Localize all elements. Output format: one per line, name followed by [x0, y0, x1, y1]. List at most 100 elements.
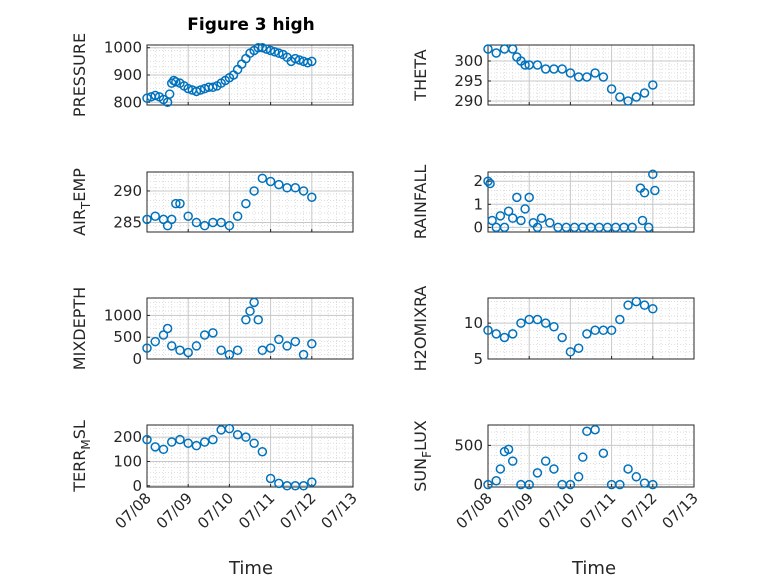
- data-point: [491, 329, 501, 339]
- data-point: [191, 217, 202, 228]
- data-point: [183, 83, 193, 94]
- data-point: [166, 437, 177, 447]
- axes-box: [487, 424, 695, 488]
- data-point: [208, 328, 218, 338]
- data-point: [298, 349, 309, 360]
- data-point: [274, 179, 284, 190]
- data-point: [503, 206, 514, 216]
- data-point: [166, 214, 177, 225]
- figure-title: Figure 3 high: [187, 15, 315, 35]
- data-point: [158, 444, 169, 455]
- y-tick-label: 0: [473, 476, 483, 494]
- data-point: [573, 343, 584, 353]
- x-tick-label: 07/13: [318, 489, 361, 532]
- subplot-mixdepth: 0 500 1000 MIXDEPTH: [70, 287, 354, 370]
- data-point: [524, 192, 534, 203]
- x-tick-label: 07/12: [276, 489, 319, 532]
- data-point: [507, 329, 518, 339]
- data-point: [631, 92, 642, 102]
- data-point: [495, 211, 506, 221]
- y-axis-label: H2OMIXRA: [411, 286, 430, 372]
- y-tick-label: 500: [113, 328, 142, 346]
- data-point: [162, 323, 173, 334]
- data-point: [520, 60, 530, 70]
- data-point: [483, 325, 493, 336]
- data-point: [623, 300, 633, 310]
- data-point: [648, 80, 658, 90]
- data-point: [253, 315, 263, 325]
- y-axis-label: RAINFALL: [411, 165, 430, 240]
- y-tick-label: 900: [113, 66, 142, 84]
- data-point: [557, 332, 567, 343]
- plot-area: [488, 172, 694, 232]
- data-point: [142, 434, 152, 445]
- x-tick-label: 07/10: [535, 489, 578, 532]
- y-axis-label: MIXDEPTH: [70, 287, 89, 370]
- data-point: [615, 314, 625, 325]
- y-tick-label: 285: [113, 214, 142, 232]
- data-point: [532, 468, 543, 478]
- data-point: [307, 477, 317, 487]
- data-point: [627, 222, 637, 233]
- data-point: [290, 53, 301, 64]
- data-point: [199, 330, 210, 340]
- data-point: [241, 315, 251, 325]
- data-point: [578, 452, 588, 462]
- data-point: [639, 88, 650, 98]
- y-tick-label: 295: [454, 72, 483, 90]
- y-tick-label: 2: [473, 172, 483, 190]
- data-point: [623, 96, 633, 106]
- data-point: [249, 438, 259, 448]
- data-point: [650, 185, 660, 196]
- data-point: [232, 211, 243, 221]
- data-point: [598, 72, 609, 82]
- data-point: [265, 45, 276, 56]
- data-point: [224, 423, 235, 434]
- data-point: [224, 349, 235, 360]
- x-tick-label: 07/10: [194, 489, 237, 532]
- data-point: [150, 211, 160, 221]
- data-point: [302, 57, 313, 68]
- data-point: [208, 434, 218, 445]
- y-tick-label: 0: [132, 350, 142, 368]
- data-point: [150, 442, 160, 452]
- data-point: [274, 334, 284, 345]
- data-point: [623, 464, 633, 474]
- data-point: [532, 222, 543, 233]
- axes-box: [487, 44, 695, 106]
- data-point: [507, 456, 518, 466]
- data-point: [274, 48, 284, 58]
- data-point: [307, 192, 317, 203]
- data-point: [164, 89, 175, 99]
- y-tick-label: 290: [454, 92, 483, 110]
- data-point: [249, 297, 259, 308]
- data-point: [290, 183, 301, 193]
- data-point: [520, 204, 530, 214]
- data-point: [606, 84, 617, 94]
- data-point: [208, 82, 218, 93]
- subplot-rainfall: 0 1 2 RAINFALL: [411, 165, 695, 240]
- x-axis-label-left: Time: [228, 558, 273, 579]
- data-point: [503, 444, 514, 455]
- data-point: [590, 424, 600, 435]
- y-axis-label: PRESSURE: [70, 33, 89, 117]
- data-point: [565, 68, 576, 78]
- x-tick-label: 07/11: [235, 489, 278, 532]
- data-point: [274, 478, 284, 489]
- data-point: [532, 314, 543, 325]
- data-point: [549, 464, 559, 474]
- y-axis-label: AIRTEMP: [70, 168, 93, 236]
- data-point: [290, 336, 301, 347]
- x-tick-label: 07/13: [659, 489, 702, 532]
- data-point: [294, 55, 305, 65]
- x-tick-label: 07/08: [112, 489, 155, 532]
- y-tick-label: 1000: [104, 306, 142, 324]
- data-point: [643, 222, 654, 233]
- data-point: [606, 325, 617, 336]
- data-point: [487, 215, 497, 226]
- data-point: [265, 473, 276, 484]
- y-tick-label: 1000: [104, 39, 142, 57]
- data-point: [582, 329, 592, 339]
- data-point: [615, 92, 625, 102]
